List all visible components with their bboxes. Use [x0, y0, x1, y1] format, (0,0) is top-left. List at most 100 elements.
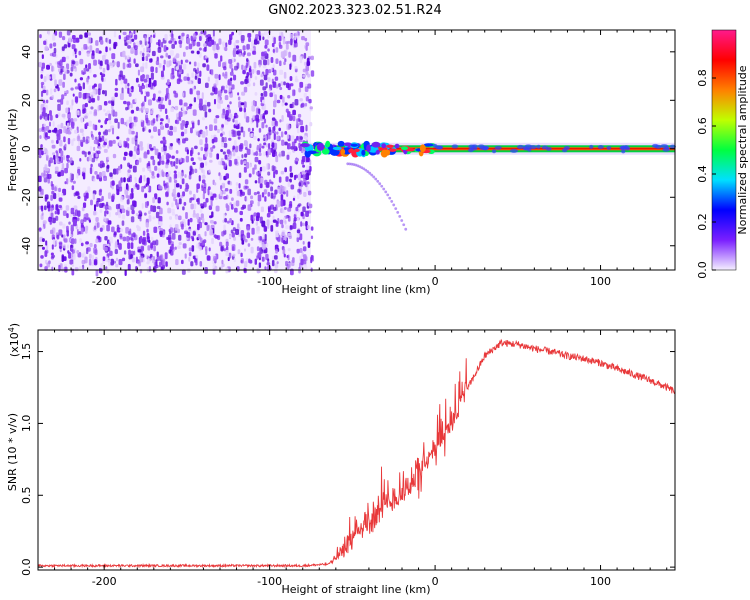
noise-blob	[182, 243, 187, 249]
noise-blob	[109, 206, 112, 211]
noise-blob	[233, 115, 236, 119]
noise-blob	[101, 89, 105, 95]
noise-blob	[179, 99, 183, 106]
noise-blob	[305, 220, 308, 227]
noise-blob	[212, 30, 215, 37]
noise-blob	[148, 266, 151, 272]
noise-blob	[235, 200, 240, 207]
noise-blob	[104, 208, 108, 214]
noise-blob	[277, 200, 281, 208]
noise-blob	[122, 31, 127, 36]
noise-blob	[151, 50, 156, 57]
noise-blob	[51, 183, 55, 191]
noise-blob	[100, 39, 104, 45]
noise-blob	[38, 127, 42, 133]
noise-blob	[258, 160, 262, 165]
noise-blob	[78, 86, 82, 91]
noise-blob	[145, 222, 149, 228]
noise-blob	[250, 237, 254, 241]
noise-blob	[284, 206, 287, 210]
noise-blob	[306, 165, 310, 171]
noise-blob	[159, 97, 164, 101]
noise-blob	[55, 157, 59, 164]
noise-blob	[302, 74, 307, 78]
noise-blob	[263, 51, 267, 57]
noise-blob	[49, 220, 53, 225]
noise-blob	[130, 188, 134, 194]
noise-blob	[211, 138, 215, 144]
signal-blob	[361, 149, 366, 156]
noise-blob	[183, 201, 187, 206]
noise-blob	[47, 76, 52, 80]
noise-blob	[297, 173, 302, 181]
noise-blob	[243, 267, 247, 274]
noise-blob	[195, 254, 199, 259]
signal-blob	[423, 143, 434, 147]
noise-blob	[98, 267, 103, 274]
noise-blob	[196, 67, 199, 73]
noise-blob	[50, 194, 53, 201]
noise-blob	[286, 154, 290, 160]
noise-blob	[106, 224, 110, 232]
noise-blob	[127, 162, 131, 168]
noise-blob	[212, 145, 216, 149]
noise-blob	[220, 126, 224, 131]
signal-blob	[494, 145, 502, 150]
noise-blob	[192, 161, 196, 166]
noise-blob	[60, 98, 64, 105]
noise-blob	[107, 220, 112, 225]
noise-blob	[190, 157, 194, 162]
noise-blob	[118, 181, 122, 187]
noise-blob	[130, 204, 135, 211]
noise-blob	[268, 69, 272, 74]
noise-blob	[119, 228, 124, 232]
noise-blob	[253, 68, 257, 73]
noise-blob	[258, 30, 261, 37]
noise-blob	[237, 49, 240, 55]
noise-blob	[72, 51, 75, 57]
noise-blob	[82, 82, 85, 90]
signal-blob	[451, 144, 459, 149]
noise-blob	[59, 60, 63, 67]
noise-blob	[106, 268, 110, 274]
noise-blob	[178, 242, 182, 246]
noise-blob	[190, 35, 193, 42]
noise-blob	[55, 150, 58, 154]
noise-blob	[156, 116, 159, 122]
noise-blob	[150, 242, 154, 249]
noise-blob	[72, 180, 76, 184]
noise-blob	[249, 73, 253, 79]
noise-blob	[283, 240, 286, 245]
noise-blob	[255, 107, 259, 115]
noise-blob	[263, 118, 267, 124]
noise-blob	[221, 231, 225, 237]
noise-blob	[186, 37, 190, 45]
noise-blob	[287, 207, 292, 212]
noise-blob	[238, 30, 242, 36]
noise-blob	[252, 115, 255, 121]
noise-blob	[204, 246, 208, 252]
signal-blob	[343, 142, 352, 147]
noise-blob	[96, 150, 101, 154]
signal-blob	[527, 147, 532, 152]
noise-blob	[139, 177, 143, 182]
noise-blob	[293, 89, 296, 96]
noise-blob	[276, 131, 279, 135]
figure-title: GN02.2023.323.02.51.R24	[268, 3, 442, 18]
tail-point	[368, 171, 372, 175]
noise-blob	[62, 210, 67, 216]
noise-blob	[213, 98, 217, 105]
noise-blob	[47, 113, 50, 121]
noise-blob	[261, 256, 265, 262]
noise-blob	[200, 31, 204, 35]
noise-blob	[163, 145, 167, 152]
noise-blob	[218, 74, 221, 81]
noise-blob	[157, 167, 161, 174]
noise-blob	[168, 131, 173, 136]
noise-blob	[59, 221, 63, 226]
noise-blob	[174, 182, 177, 190]
noise-blob	[200, 146, 204, 151]
noise-blob	[104, 119, 108, 125]
noise-blob	[178, 234, 182, 241]
noise-blob	[91, 157, 96, 163]
